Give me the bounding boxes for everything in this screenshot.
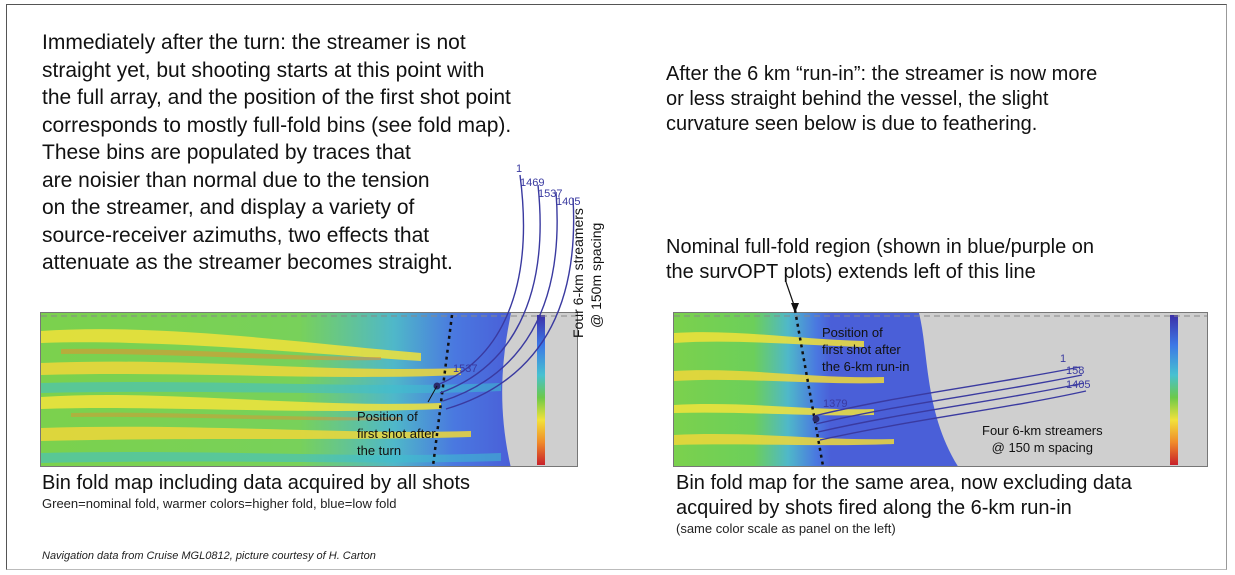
left-detail-line: source-receiver azimuths, two effects th… xyxy=(42,223,430,247)
right-shot-annotation: Position of first shot after the 6-km ru… xyxy=(822,324,909,375)
right-intro-line: After the 6 km “run-in”: the streamer is… xyxy=(666,63,1098,85)
right-fold-map xyxy=(673,312,1208,467)
fullfold-note-line: Nominal full-fold region (shown in blue/… xyxy=(666,236,1095,258)
right-caption-sub: (same color scale as panel on the left) xyxy=(676,521,896,536)
left-detail-line: are noisier than normal due to the tensi… xyxy=(42,168,430,192)
figure-frame xyxy=(6,4,1227,570)
left-caption-title: Bin fold map including data acquired by … xyxy=(42,472,471,494)
right-streamer-caption-line: @ 150 m spacing xyxy=(991,440,1093,455)
left-detail-line: on the streamer, and display a variety o… xyxy=(42,196,415,219)
left-intro-line: straight yet, but shooting starts at thi… xyxy=(42,58,485,82)
left-intro-text: Immediately after the turn: the streamer… xyxy=(42,29,511,139)
left-caption-sub: Green=nominal fold, warmer colors=higher… xyxy=(42,496,397,511)
left-intro-line: the full array, and the position of the … xyxy=(42,86,511,109)
left-shot-annotation: Position of first shot after the turn xyxy=(357,408,436,459)
left-fold-map xyxy=(40,312,578,467)
right-streamer-caption-line: Four 6-km streamers xyxy=(982,423,1103,438)
left-detail-text: These bins are populated by traces that … xyxy=(42,139,453,277)
left-intro-line: corresponds to mostly full-fold bins (se… xyxy=(42,113,512,137)
right-intro-text: After the 6 km “run-in”: the streamer is… xyxy=(666,62,1097,137)
right-streamer-caption: Four 6-km streamers @ 150 m spacing xyxy=(982,422,1103,456)
left-detail-line: attenuate as the streamer becomes straig… xyxy=(42,251,453,274)
right-intro-line: curvature seen below is due to featherin… xyxy=(666,113,1038,135)
right-caption: Bin fold map for the same area, now excl… xyxy=(676,471,1132,537)
left-intro-line: Immediately after the turn: the streamer… xyxy=(42,31,466,54)
credit-line: Navigation data from Cruise MGL0812, pic… xyxy=(42,550,376,562)
left-shot-annotation-line: the turn xyxy=(357,443,402,458)
right-caption-line: acquired by shots fired along the 6-km r… xyxy=(676,497,1072,519)
fullfold-note: Nominal full-fold region (shown in blue/… xyxy=(666,235,1094,285)
right-shot-annotation-line: first shot after xyxy=(822,342,901,357)
left-shot-annotation-line: Position of xyxy=(357,409,418,424)
left-shot-annotation-line: first shot after xyxy=(357,426,436,441)
right-shot-annotation-line: the 6-km run-in xyxy=(822,359,910,374)
right-shot-annotation-line: Position of xyxy=(822,325,883,340)
right-intro-line: or less straight behind the vessel, the … xyxy=(666,88,1049,110)
fullfold-note-line: the survOPT plots) extends left of this … xyxy=(666,261,1036,283)
left-caption: Bin fold map including data acquired by … xyxy=(42,471,470,512)
right-caption-line: Bin fold map for the same area, now excl… xyxy=(676,472,1132,494)
left-detail-line: These bins are populated by traces that xyxy=(42,141,411,164)
